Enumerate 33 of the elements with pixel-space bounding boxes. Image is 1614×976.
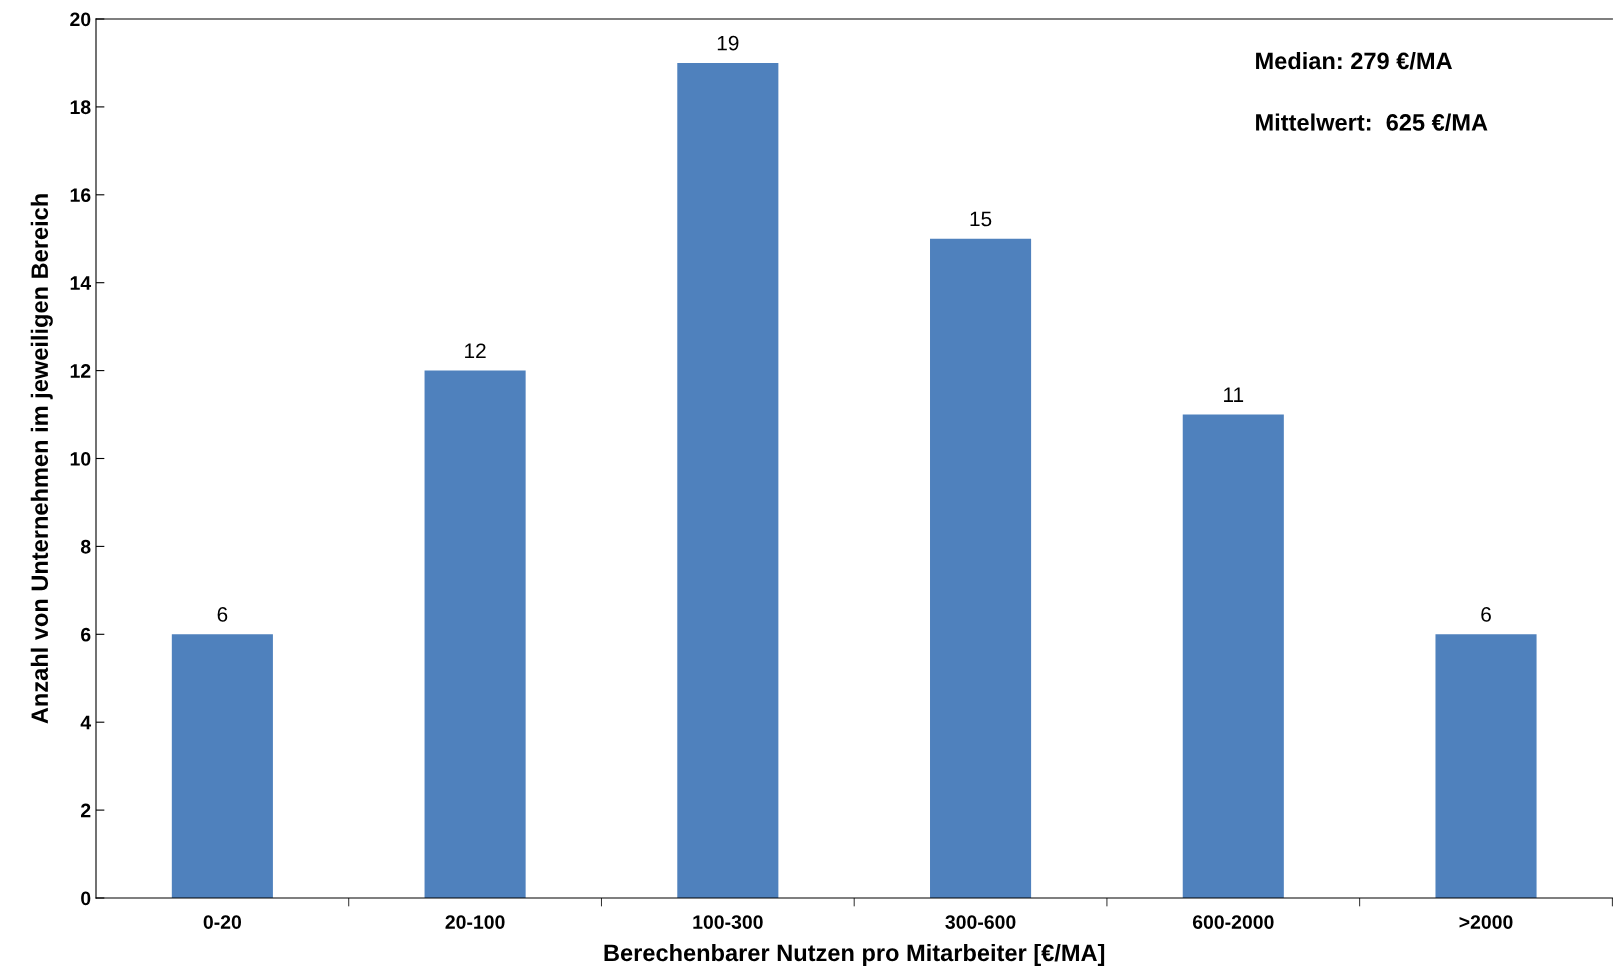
y-tick-label: 6	[81, 627, 91, 642]
bar	[677, 62, 779, 898]
x-axis-title: Berechenbarer Nutzen pro Mitarbeiter [€/MA]	[604, 943, 1105, 966]
data-label: 6	[1481, 607, 1491, 622]
y-tick-label: 8	[80, 539, 91, 554]
bar	[1182, 414, 1284, 898]
data-label: 12	[465, 343, 486, 358]
x-tick-label: 600-2000	[1192, 915, 1274, 929]
y-tick-label: 20	[70, 12, 91, 27]
y-tick-label: 12	[70, 364, 91, 378]
x-tick-label: 20-100	[445, 915, 505, 929]
x-tick-label: 100-300	[693, 915, 763, 929]
y-tick-label: 18	[70, 100, 91, 115]
y-tick-label: 10	[70, 451, 91, 466]
bar	[930, 238, 1032, 898]
data-label: 11	[1224, 387, 1244, 402]
data-label: 15	[970, 211, 992, 227]
data-label: 6	[217, 607, 228, 622]
x-tick-label: >2000	[1459, 915, 1513, 929]
x-tick-label: 0-20	[203, 915, 242, 929]
annotation: Mittelwert: 625 €/MA	[1256, 113, 1488, 132]
x-tick-label: 300-600	[945, 915, 1016, 929]
bar	[171, 634, 273, 898]
y-axis-title: Anzahl von Unternehmen im jeweiligen Bereich	[30, 194, 53, 724]
bar	[424, 370, 526, 898]
bar	[1435, 634, 1537, 898]
annotation: Median: 279 €/MA	[1256, 51, 1453, 70]
y-tick-label: 16	[70, 188, 91, 203]
data-label: 19	[717, 35, 739, 51]
y-tick-label: 4	[80, 715, 92, 730]
y-tick-label: 14	[70, 276, 92, 290]
y-tick-label: 0	[81, 891, 91, 906]
y-tick-label: 2	[81, 803, 91, 818]
